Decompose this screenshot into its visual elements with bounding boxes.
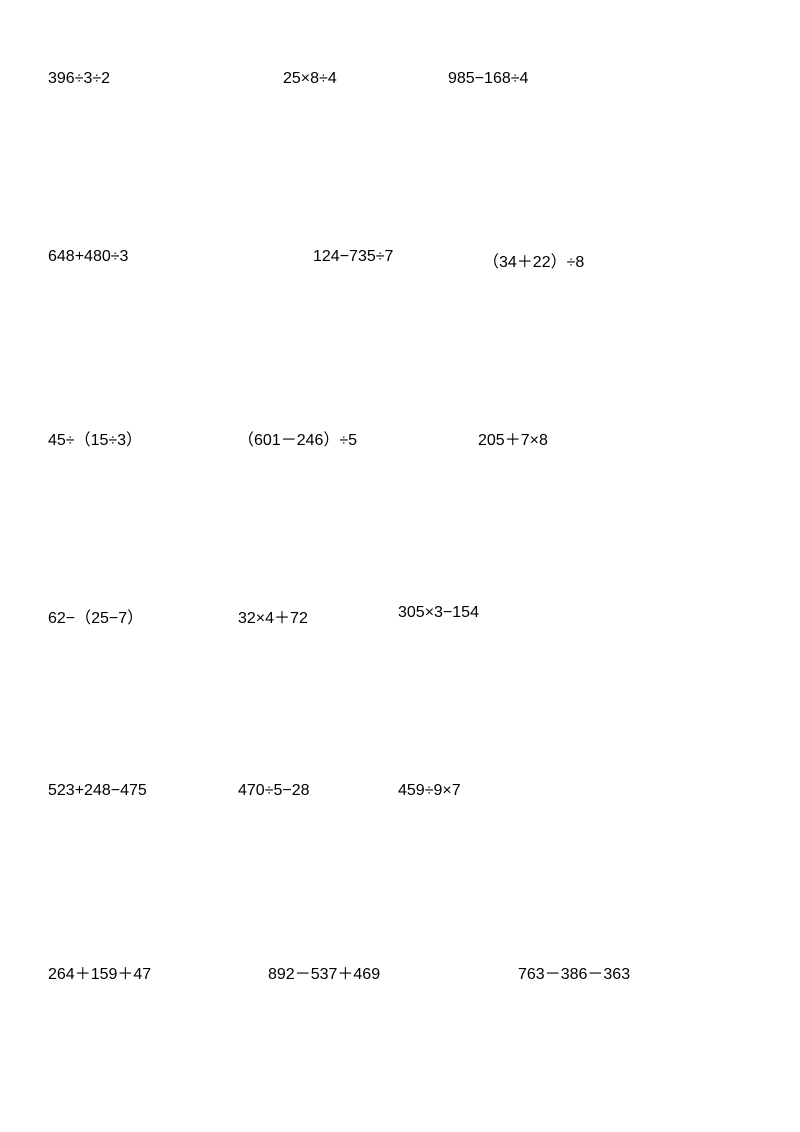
math-problem: 32×4＋72 [238, 604, 308, 628]
math-problem: 124−735÷7 [313, 248, 393, 266]
math-problem: 648+480÷3 [48, 248, 128, 266]
problem-row: 62−（25−7）32×4＋72305×3−154 [48, 604, 752, 624]
math-problem: 470÷5−28 [238, 782, 310, 800]
math-problem: 396÷3÷2 [48, 70, 110, 88]
math-problem: 305×3−154 [398, 604, 479, 622]
math-problem: 62−（25−7） [48, 604, 143, 628]
math-worksheet: 396÷3÷2 25×8÷4 985−168÷4 648+480÷3 124−735÷7… [48, 70, 752, 980]
math-problem: 25×8÷4 [283, 70, 337, 88]
problem-row: 264＋159＋47892－537＋469763－386－363 [48, 960, 752, 980]
math-problem: （34＋22）÷8 [483, 248, 584, 272]
math-problem: 459÷9×7 [398, 782, 461, 800]
math-problem: 985−168÷4 [448, 70, 528, 88]
problem-row: 648+480÷3124−735÷7（34＋22）÷8 [48, 248, 752, 268]
math-problem: 523+248−475 [48, 782, 147, 800]
math-problem: 892－537＋469 [268, 960, 380, 984]
math-problem: 763－386－363 [518, 960, 630, 984]
problem-row: 396÷3÷2 25×8÷4 985−168÷4 [48, 70, 752, 90]
math-problem: 264＋159＋47 [48, 960, 151, 984]
math-problem: 205＋7×8 [478, 426, 548, 450]
math-problem: （601－246）÷5 [238, 426, 357, 450]
problem-row: 523+248−475 470÷5−28 459÷9×7 [48, 782, 752, 802]
math-problem: 45÷（15÷3） [48, 426, 142, 450]
problem-row: 45÷（15÷3）（601－246）÷5205＋7×8 [48, 426, 752, 446]
